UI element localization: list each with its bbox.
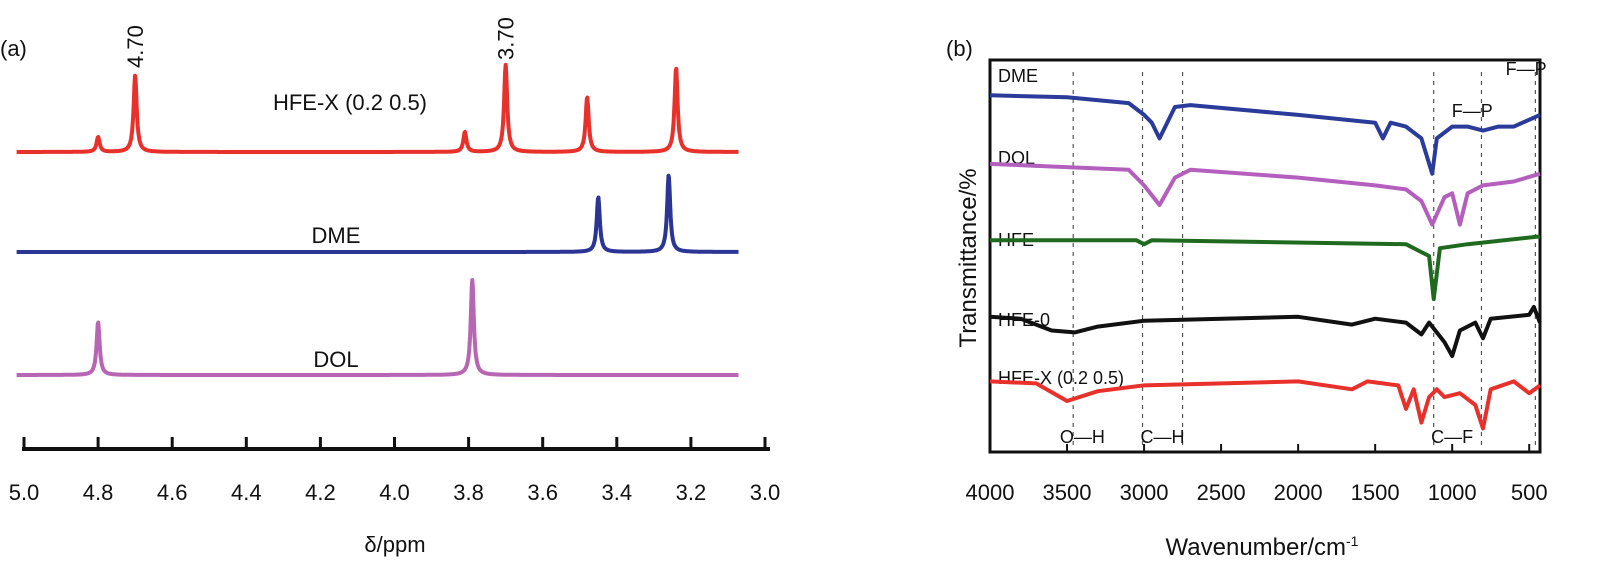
ftir-panel: (b) Transmittance/% Wavenumber/cm-1 DME … <box>946 36 1548 561</box>
bond-annotation: C—F <box>1431 427 1473 447</box>
x-tick-label: 4.6 <box>157 480 188 505</box>
x-tick-label: 3.8 <box>453 480 484 505</box>
nmr-trace-0 <box>15 62 740 154</box>
bond-annotation: C—H <box>1141 427 1185 447</box>
series-label-hfex-b: HFE-X (0.2 0.5) <box>998 368 1124 388</box>
x-tick-label: 3000 <box>1120 480 1169 505</box>
y-axis-label: Transmittance/% <box>955 168 982 347</box>
nmr-trace-2 <box>15 278 740 377</box>
nmr-trace-1 <box>15 173 740 254</box>
x-tick-label: 4000 <box>966 480 1015 505</box>
x-tick-label: 4.2 <box>305 480 336 505</box>
bond-annotation: O—H <box>1060 427 1105 447</box>
ftir-trace-0 <box>989 93 1541 176</box>
x-tick-label: 2000 <box>1274 480 1323 505</box>
ftir-trace-4 <box>989 379 1542 431</box>
x-axis-label-text: Wavenumber/cm <box>1166 534 1347 561</box>
x-axis-label: δ/ppm <box>364 532 425 557</box>
ftir-trace-2 <box>990 234 1541 302</box>
bond-annotation: F—P <box>1506 59 1547 79</box>
x-tick-label: 3.2 <box>676 480 707 505</box>
x-tick-label: 5.0 <box>9 480 40 505</box>
nmr-panel: (a) 4.70 3.70 HFE-X (0.2 0.5) DME DOL δ/… <box>0 17 780 557</box>
bond-annotation: F—P <box>1452 101 1493 121</box>
peak-label-3.70: 3.70 <box>494 17 519 60</box>
x-tick-label: 500 <box>1511 480 1548 505</box>
panel-label-b: (b) <box>946 36 973 61</box>
x-tick-label: 3.6 <box>527 480 558 505</box>
x-axis-label-superscript: -1 <box>1346 533 1359 549</box>
peak-label-4.70: 4.70 <box>123 25 148 68</box>
x-tick-label: 3.4 <box>602 480 633 505</box>
x-tick-label: 3.0 <box>750 480 781 505</box>
x-tick-label: 3500 <box>1043 480 1092 505</box>
ftir-trace-1 <box>989 161 1541 227</box>
x-tick-label: 4.8 <box>83 480 114 505</box>
ftir-trace-3 <box>989 305 1542 358</box>
x-tick-label: 4.0 <box>379 480 410 505</box>
plot-frame <box>988 58 1542 454</box>
x-tick-label: 2500 <box>1197 480 1246 505</box>
series-label-dme: DME <box>312 223 361 248</box>
series-label-dol: DOL <box>313 347 358 372</box>
x-tick-label: 1000 <box>1428 480 1477 505</box>
x-axis-label-b: Wavenumber/cm-1 <box>1166 533 1359 561</box>
series-label-dme-b: DME <box>998 66 1038 86</box>
x-tick-label: 1500 <box>1351 480 1400 505</box>
series-label-hfe-x: HFE-X (0.2 0.5) <box>273 90 427 115</box>
panel-label-a: (a) <box>0 36 27 61</box>
x-tick-label: 4.4 <box>231 480 262 505</box>
